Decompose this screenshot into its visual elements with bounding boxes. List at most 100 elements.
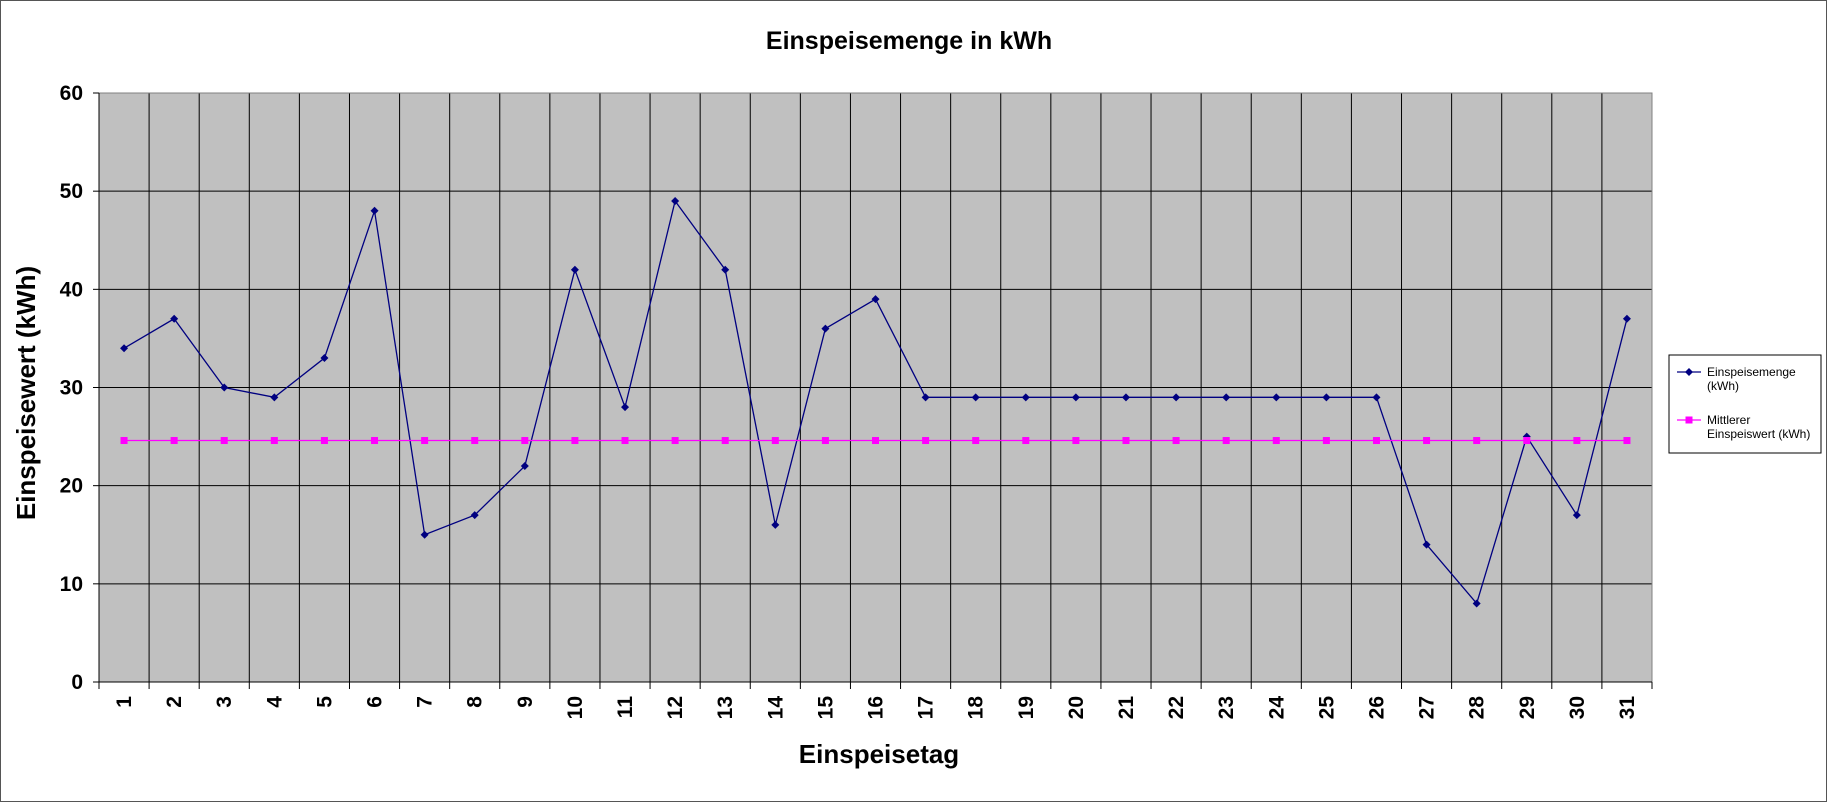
x-tick-label: 23 [1215, 696, 1238, 719]
x-tick-label: 31 [1616, 696, 1639, 720]
x-tick-label: 8 [464, 696, 487, 708]
x-tick-label: 27 [1416, 696, 1439, 719]
x-tick-label: 19 [1015, 696, 1038, 719]
data-point [1272, 437, 1280, 445]
y-tick-label: 30 [60, 377, 83, 400]
data-point [270, 437, 278, 445]
data-point [1172, 393, 1181, 402]
data-point [1623, 437, 1631, 445]
legend-label: Einspeisemenge [1707, 365, 1796, 379]
data-point [621, 437, 629, 445]
data-point [1121, 393, 1130, 402]
data-point [320, 354, 329, 363]
data-point [871, 295, 880, 304]
data-point [521, 437, 529, 445]
data-point [120, 344, 129, 353]
data-point [1473, 437, 1481, 445]
data-point [821, 324, 830, 333]
x-tick-label: 1 [113, 696, 136, 708]
data-point [1472, 599, 1481, 608]
x-tick-label: 28 [1466, 696, 1489, 720]
x-tick-label: 10 [564, 696, 587, 719]
x-tick-label: 7 [414, 696, 437, 708]
x-tick-label: 29 [1516, 696, 1539, 719]
x-tick-label: 14 [764, 696, 787, 720]
legend-label: (kWh) [1707, 379, 1739, 393]
x-tick-label: 25 [1315, 696, 1338, 720]
data-point [421, 437, 429, 445]
data-point [1422, 540, 1431, 549]
legend-label: Einspeiswert (kWh) [1707, 427, 1810, 441]
data-point [220, 437, 228, 445]
data-point [1071, 393, 1080, 402]
data-point [471, 437, 479, 445]
x-tick-label: 16 [865, 696, 888, 719]
y-tick-label: 50 [60, 180, 83, 203]
data-point [1072, 437, 1080, 445]
x-tick-label: 15 [814, 696, 837, 720]
data-point [872, 437, 879, 445]
legend-marker [1685, 368, 1693, 376]
data-point [470, 511, 479, 520]
x-tick-label: 9 [514, 696, 537, 708]
x-tick-label: 11 [614, 696, 637, 719]
data-point [371, 437, 379, 445]
series-2 [120, 437, 1631, 445]
x-axis-ticks: 1 2 3 4 5 6 7 8 9 10 11 12 13 14 15 16 17 18 19 20 21 22 23 24 2… [98, 682, 1653, 720]
y-tick-label: 40 [60, 278, 83, 301]
data-point [1272, 393, 1281, 402]
data-point [972, 437, 980, 445]
legend-label: Mittlerer [1707, 413, 1750, 427]
data-point [1423, 437, 1431, 445]
data-point [621, 403, 630, 412]
data-point [1021, 393, 1030, 402]
data-point [570, 265, 579, 274]
x-tick-label: 26 [1365, 696, 1388, 719]
data-point [1622, 314, 1631, 323]
data-point [922, 437, 930, 445]
data-point [821, 437, 829, 445]
data-point [370, 206, 379, 215]
data-point [571, 437, 579, 445]
x-tick-label: 3 [213, 696, 236, 708]
x-tick-label: 2 [163, 696, 186, 708]
x-tick-label: 6 [364, 696, 387, 708]
legend-box [1668, 354, 1822, 454]
x-tick-label: 20 [1065, 696, 1088, 719]
data-point [1372, 393, 1381, 402]
y-tick-label: 20 [60, 475, 83, 498]
legend: Einspeisemenge(kWh) MittlererEinspeiswert… [1668, 354, 1822, 454]
data-point [671, 437, 679, 445]
data-point [520, 462, 529, 471]
data-point [771, 520, 780, 529]
data-point [721, 265, 730, 274]
data-point [771, 437, 779, 445]
data-point [1172, 437, 1180, 445]
data-point [971, 393, 980, 402]
data-point [1372, 437, 1380, 445]
series-1 [120, 196, 1631, 608]
data-point [220, 383, 229, 392]
chart-title: Einspeisemenge in kWh [766, 27, 1052, 55]
x-tick-label: 30 [1566, 696, 1589, 719]
data-point [1122, 437, 1130, 445]
legend-entry: Einspeisemenge(kWh) [1677, 365, 1796, 393]
x-axis-title: Einspeisetag [799, 739, 959, 769]
data-point [120, 437, 128, 445]
data-point [921, 393, 930, 402]
data-point [721, 437, 729, 445]
data-point [320, 437, 328, 445]
y-tick-label: 10 [60, 573, 83, 596]
plot-area [98, 92, 1653, 683]
data-point [1222, 437, 1230, 445]
x-tick-label: 17 [915, 696, 938, 719]
y-tick-label: 0 [71, 671, 83, 694]
data-point [420, 530, 429, 539]
x-tick-label: 22 [1165, 696, 1188, 719]
data-point [1222, 393, 1231, 402]
data-point [671, 196, 680, 205]
data-point [270, 393, 279, 402]
x-tick-label: 21 [1115, 696, 1138, 720]
